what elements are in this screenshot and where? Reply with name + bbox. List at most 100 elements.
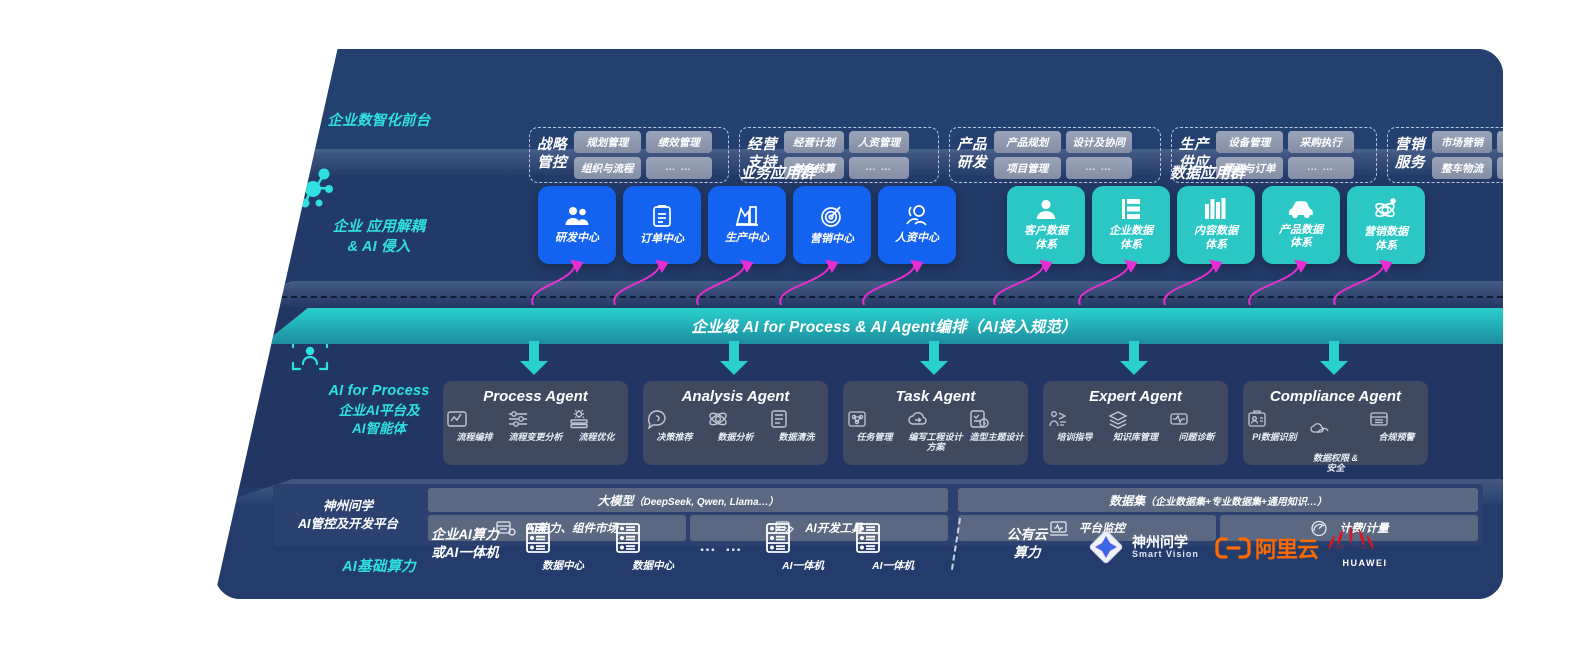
brain-icon bbox=[289, 65, 469, 105]
infra-node-caption: AI一体机 bbox=[872, 560, 914, 572]
agent-capability[interactable]: 知识库管理 bbox=[1107, 409, 1164, 442]
agent-capability[interactable]: 编写工程设计方案 bbox=[907, 409, 964, 453]
front-office-group-4[interactable]: 营销 服务 市场营销 客户关系 整车物流 … … bbox=[1387, 127, 1503, 183]
app-card-marketing-center[interactable]: 营销中心 bbox=[793, 186, 871, 264]
user-avatar-icon bbox=[1035, 198, 1057, 220]
data-card-enterprise[interactable]: 企业数据 体系 bbox=[1092, 186, 1170, 264]
agent-capability[interactable]: 培训指导 bbox=[1046, 409, 1103, 442]
agent-capability[interactable]: PI数据识别 bbox=[1246, 409, 1303, 442]
business-app-group-title: 业务应用群 bbox=[740, 165, 816, 182]
app-card-order-center[interactable]: 订单中心 bbox=[623, 186, 701, 264]
platform-large-models[interactable]: 大模型 （DeepSeek, Qwen, Llama…） bbox=[428, 488, 948, 512]
group-item-more[interactable]: … … bbox=[1065, 157, 1132, 179]
group-item[interactable]: 整车物流 bbox=[1432, 157, 1492, 179]
data-card-customer[interactable]: 客户数据 体系 bbox=[1007, 186, 1085, 264]
infra-node-1[interactable]: 数据中心 bbox=[613, 522, 693, 573]
agent-card-process[interactable]: Process Agent 流程编排 流程变更分析 流程优化 bbox=[443, 381, 628, 465]
agent-capabilities: PI数据识别 数据权限 & 安全 合规预警 bbox=[1243, 409, 1428, 473]
decouple-node-icon bbox=[289, 167, 469, 211]
group-item[interactable]: 经营计划 bbox=[784, 131, 844, 153]
group-item-more[interactable]: … … bbox=[849, 157, 909, 179]
capability-label: 问题诊断 bbox=[1178, 432, 1215, 442]
speech-bulb-icon bbox=[646, 409, 703, 429]
agent-card-expert[interactable]: Expert Agent 培训指导 知识库管理 问题诊断 bbox=[1043, 381, 1228, 465]
group-item[interactable]: 人资管理 bbox=[849, 131, 909, 153]
agent-card-analysis[interactable]: Analysis Agent 决策推荐 数据分析 数据清洗 bbox=[643, 381, 828, 465]
vendor-logo-aliyun[interactable]: 阿里云 bbox=[1215, 532, 1319, 564]
app-card-hr-center[interactable]: 人资中心 bbox=[878, 186, 956, 264]
data-card-content[interactable]: 内容数据 体系 bbox=[1177, 186, 1255, 264]
chart-box-icon bbox=[446, 409, 503, 429]
capability-label: 数据权限 & 安全 bbox=[1312, 452, 1358, 474]
atom-icon bbox=[707, 409, 764, 429]
app-card-rd-center[interactable]: 研发中心 bbox=[538, 186, 616, 264]
agent-card-task[interactable]: Task Agent 任务管理 编写工程设计方案 造型主题设计 bbox=[843, 381, 1028, 465]
group-name: 产品 研发 bbox=[957, 137, 987, 171]
group-item[interactable]: 财务核算 bbox=[784, 157, 844, 179]
group-item[interactable]: 项目管理 bbox=[994, 157, 1061, 179]
vendor-subtitle: Smart Vision bbox=[1132, 549, 1199, 560]
group-item-more[interactable]: … … bbox=[1287, 157, 1354, 179]
app-card-production-center[interactable]: 生产中心 bbox=[708, 186, 786, 264]
group-item-more[interactable]: … … bbox=[1497, 157, 1503, 179]
platform-button-monitoring[interactable]: 平台监控 bbox=[958, 515, 1216, 541]
group-item[interactable]: 组织与流程 bbox=[574, 157, 641, 179]
infrastructure-layer: 企业AI算力 或AI一体机 数据中心 数据中心 … … AI一体机 AI一体机 bbox=[215, 488, 1503, 599]
infra-node-2[interactable]: AI一体机 bbox=[763, 522, 843, 573]
platform-button-ai-devtools[interactable]: AI开发工具 bbox=[690, 515, 948, 541]
capability-label: 数据清洗 bbox=[778, 432, 815, 442]
agent-capability[interactable]: 问题诊断 bbox=[1168, 409, 1225, 442]
gauge-icon bbox=[1309, 520, 1329, 537]
agent-capability[interactable]: 流程优化 bbox=[568, 409, 625, 442]
agent-name: Task Agent bbox=[895, 388, 976, 405]
platform-datasets[interactable]: 数据集 （企业数据集+专业数据集+通用知识…） bbox=[958, 488, 1478, 512]
group-item[interactable]: 设计及协同 bbox=[1065, 131, 1132, 153]
front-office-group-2[interactable]: 产品 研发 产品规划 设计及协同 项目管理 … … bbox=[949, 127, 1161, 183]
group-item[interactable]: 规划管理 bbox=[574, 131, 641, 153]
front-office-group-1[interactable]: 经营 支持 经营计划 人资管理 财务核算 … … bbox=[739, 127, 939, 183]
rail-front-office: 企业数智化前台 bbox=[289, 65, 469, 132]
agent-capability[interactable]: 数据分析 bbox=[707, 409, 764, 442]
group-item[interactable]: 客户关系 bbox=[1497, 131, 1503, 153]
agent-capability[interactable]: 造型主题设计 bbox=[968, 409, 1025, 442]
platform-button-ai-marketplace[interactable]: AI能力、组件市场 bbox=[428, 515, 686, 541]
agent-capability[interactable]: 合规预警 bbox=[1368, 409, 1425, 442]
group-item-more[interactable]: … … bbox=[645, 157, 712, 179]
vendor-logo-smartvision[interactable]: 神州问学 Smart Vision bbox=[1087, 528, 1199, 566]
platform-button-label: AI开发工具 bbox=[805, 523, 863, 535]
capability-label: 造型主题设计 bbox=[969, 432, 1024, 442]
agent-capability[interactable]: 数据权限 & 安全 bbox=[1307, 409, 1364, 473]
vendor-logo-huawei[interactable]: HUAWEI bbox=[1325, 524, 1405, 568]
agent-capability[interactable]: 决策推荐 bbox=[646, 409, 703, 442]
infra-node-0[interactable]: 数据中心 bbox=[523, 522, 603, 573]
agent-capability[interactable]: 数据清洗 bbox=[768, 409, 825, 442]
group-item[interactable]: 采购执行 bbox=[1287, 131, 1354, 153]
data-card-product[interactable]: 产品数据 体系 bbox=[1262, 186, 1340, 264]
capability-label: 流程编排 bbox=[456, 432, 493, 442]
front-office-group-3[interactable]: 生产 供应 设备管理 采购执行 预测与订单 … … bbox=[1171, 127, 1377, 183]
app-card-label: 人资中心 bbox=[895, 232, 939, 245]
monitor-icon bbox=[1049, 520, 1069, 537]
group-name: 战略 管控 bbox=[537, 137, 567, 171]
agent-capability[interactable]: 流程编排 bbox=[446, 409, 503, 442]
front-office-group-0[interactable]: 战略 管控 规划管理 绩效管理 组织与流程 … … bbox=[529, 127, 729, 183]
id-card-icon bbox=[1246, 409, 1303, 429]
platform-button-billing[interactable]: 计费/计量 bbox=[1220, 515, 1478, 541]
vendor-text: 神州问学 Smart Vision bbox=[1132, 534, 1199, 560]
ai-orchestration-banner[interactable]: 企业级 AI for Process & AI Agent编排（AI接入规范） bbox=[263, 308, 1503, 344]
infra-node-3[interactable]: AI一体机 bbox=[853, 522, 933, 573]
group-item[interactable]: 预测与订单 bbox=[1216, 157, 1283, 179]
group-item[interactable]: 设备管理 bbox=[1216, 131, 1283, 153]
platform-name-l2: AI管控及开发平台 bbox=[297, 517, 398, 531]
agent-capabilities: 决策推荐 数据分析 数据清洗 bbox=[643, 409, 828, 442]
data-card-marketing[interactable]: 营销数据 体系 bbox=[1347, 186, 1425, 264]
group-item[interactable]: 市场营销 bbox=[1432, 131, 1492, 153]
group-item[interactable]: 绩效管理 bbox=[645, 131, 712, 153]
teach-icon bbox=[1046, 409, 1103, 429]
shield-clouds-icon bbox=[1307, 419, 1364, 439]
agent-capability[interactable]: 任务管理 bbox=[846, 409, 903, 442]
agent-card-compliance[interactable]: Compliance Agent PI数据识别 数据权限 & 安全 合规预警 bbox=[1243, 381, 1428, 473]
group-item[interactable]: 产品规划 bbox=[994, 131, 1061, 153]
agent-capability[interactable]: 流程变更分析 bbox=[507, 409, 564, 442]
